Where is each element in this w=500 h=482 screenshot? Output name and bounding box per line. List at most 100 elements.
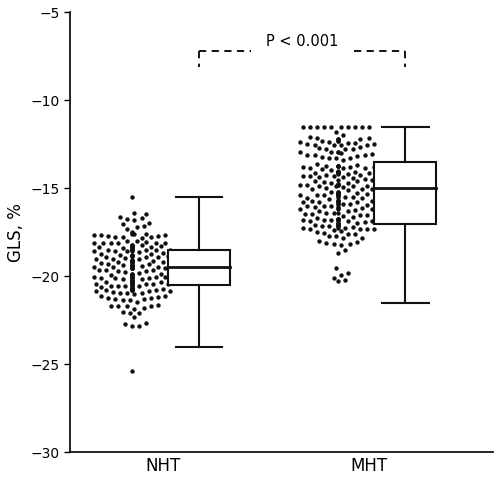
Point (339, 212, 347, 219)
Point (334, 216, 342, 224)
Point (360, 175, 368, 183)
Point (316, 207, 324, 215)
Point (372, 181, 380, 189)
Point (124, 237, 132, 244)
Point (354, 161, 362, 169)
Point (336, 241, 344, 249)
Point (144, 219, 152, 227)
Point (330, 274, 338, 282)
Point (306, 164, 314, 172)
Point (334, 134, 342, 142)
Point (128, 273, 136, 281)
Point (128, 277, 136, 285)
Point (344, 139, 352, 147)
Point (102, 279, 110, 286)
Point (296, 148, 304, 156)
Point (128, 257, 136, 265)
Point (106, 281, 114, 289)
Point (118, 296, 126, 304)
Point (308, 197, 316, 204)
Point (334, 221, 342, 228)
Point (128, 229, 136, 237)
Point (118, 308, 126, 316)
Point (102, 253, 110, 261)
Point (334, 135, 342, 143)
Point (142, 210, 150, 218)
Point (336, 149, 344, 157)
Point (97, 259, 105, 267)
Point (140, 304, 148, 312)
Point (128, 257, 136, 265)
Point (327, 179, 335, 187)
Point (104, 246, 112, 254)
Point (154, 232, 162, 240)
Point (358, 234, 366, 242)
Point (118, 275, 126, 283)
Point (346, 240, 354, 248)
Point (334, 189, 342, 197)
Point (128, 262, 136, 270)
Point (327, 123, 335, 131)
Point (296, 181, 304, 188)
Point (344, 123, 352, 131)
Point (334, 181, 342, 188)
Point (366, 134, 374, 142)
Point (318, 137, 326, 145)
Point (128, 265, 136, 272)
Point (128, 251, 136, 258)
Point (334, 162, 342, 170)
Point (94, 243, 102, 251)
Point (336, 227, 344, 235)
Point (334, 200, 342, 207)
Point (138, 276, 145, 283)
Point (334, 216, 342, 224)
Point (150, 280, 158, 288)
Point (159, 258, 167, 266)
Point (162, 273, 170, 281)
Point (334, 180, 342, 187)
Point (104, 294, 112, 301)
Point (334, 209, 342, 216)
Point (308, 210, 316, 218)
Point (339, 131, 347, 139)
Point (334, 197, 342, 204)
Point (118, 234, 126, 241)
Point (152, 239, 160, 247)
Point (301, 210, 309, 217)
Point (128, 284, 136, 292)
Point (116, 213, 124, 220)
Point (351, 139, 359, 147)
Point (334, 188, 342, 196)
Point (147, 243, 155, 251)
Point (128, 270, 136, 278)
Point (334, 189, 342, 197)
Point (128, 246, 136, 254)
Point (334, 215, 342, 223)
Point (128, 245, 136, 253)
Point (354, 199, 362, 206)
Point (126, 309, 134, 317)
Point (304, 140, 312, 148)
Point (360, 151, 368, 159)
Point (128, 271, 136, 279)
Point (334, 167, 342, 175)
Point (130, 313, 138, 321)
Point (330, 241, 338, 248)
Point (306, 172, 314, 180)
Point (298, 172, 306, 180)
Point (330, 141, 338, 149)
Point (298, 163, 306, 171)
Point (334, 181, 342, 188)
Point (316, 237, 324, 245)
Point (159, 285, 167, 293)
Point (318, 153, 326, 161)
Point (320, 123, 328, 131)
Point (90, 263, 98, 270)
Point (334, 197, 342, 204)
Point (106, 239, 114, 247)
Point (128, 242, 136, 250)
Point (130, 290, 138, 297)
Point (114, 258, 122, 266)
Point (128, 245, 136, 253)
Point (342, 246, 349, 254)
